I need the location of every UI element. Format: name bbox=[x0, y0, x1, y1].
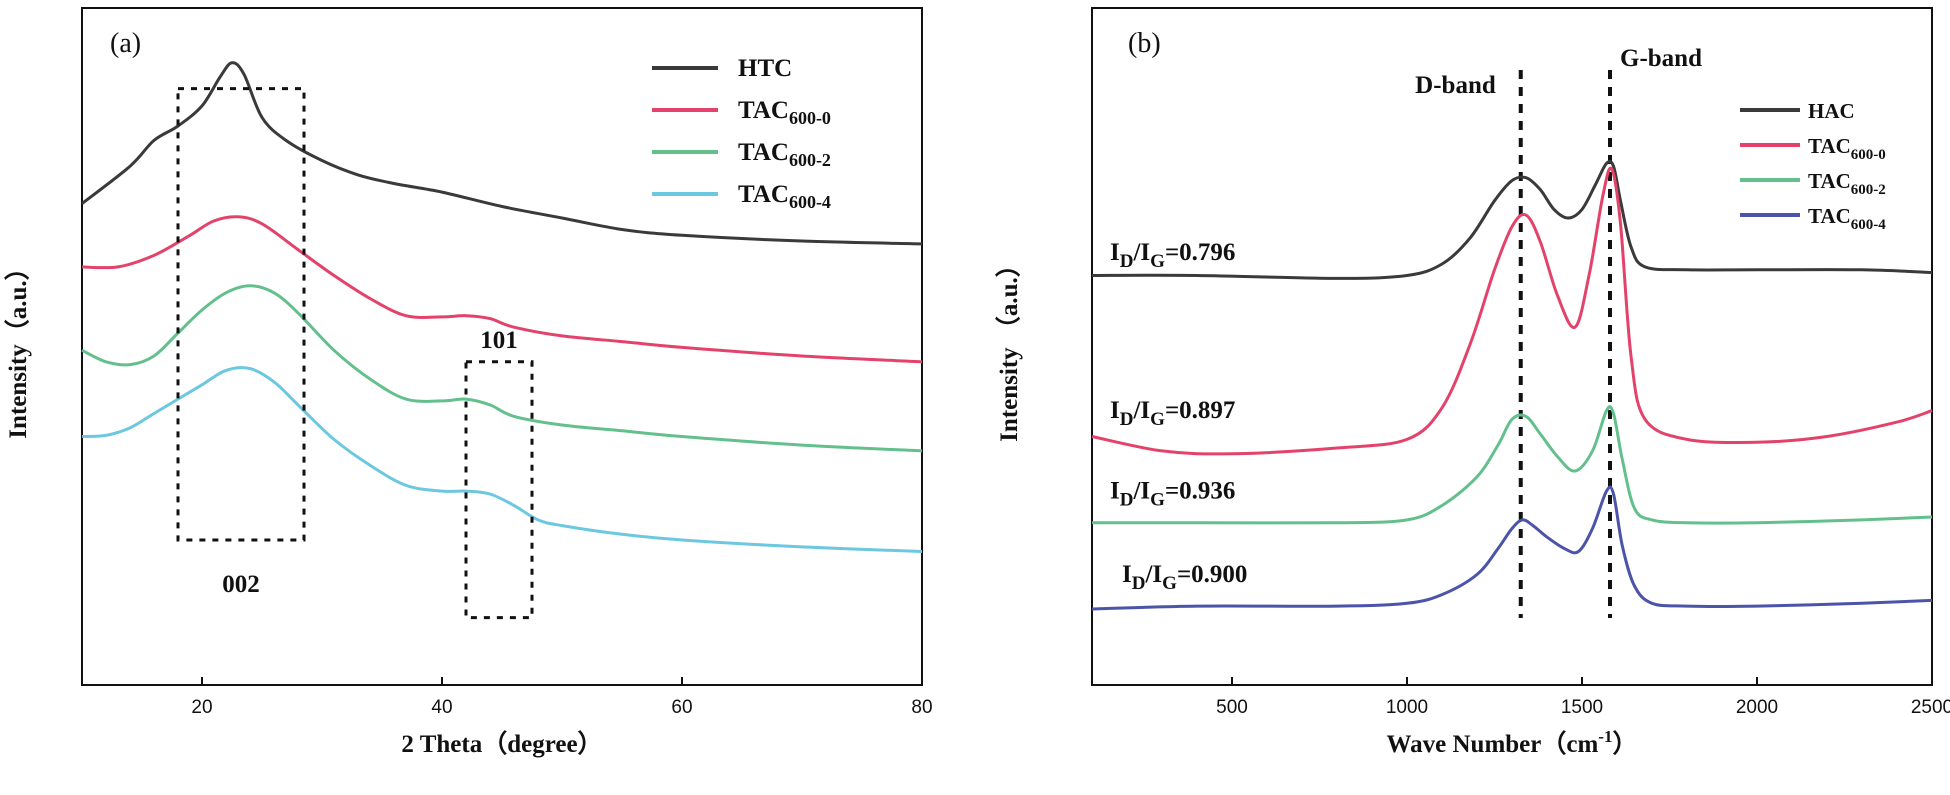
x-tick-label: 2000 bbox=[1736, 697, 1778, 718]
peak-label-101: 101 bbox=[480, 327, 518, 354]
x-tick-label: 60 bbox=[671, 697, 692, 718]
ratio-part: D bbox=[1120, 251, 1134, 272]
ratio-part: G bbox=[1150, 251, 1165, 272]
x-tick-label: 40 bbox=[431, 697, 452, 718]
panel-a-frame bbox=[81, 7, 923, 686]
legend-label-sub: 600-0 bbox=[1851, 147, 1886, 163]
legend-label-main: TAC bbox=[1808, 134, 1851, 158]
ratio-part: =0.900 bbox=[1177, 561, 1248, 588]
series-line-tac600-0 bbox=[1091, 166, 1933, 456]
panel-b-series bbox=[1091, 159, 1933, 611]
ratio-part: I bbox=[1110, 239, 1120, 266]
peak-box-002 bbox=[176, 87, 306, 542]
legend-label-tac600-2: TAC600-2 bbox=[1808, 169, 1886, 198]
legend-label-sub: 600-4 bbox=[789, 192, 831, 212]
legend-label-sub: 600-0 bbox=[789, 108, 831, 128]
panel-b-y-axis-title: Intensity （a.u.） bbox=[994, 252, 1023, 442]
legend-label-hac: HAC bbox=[1808, 99, 1855, 123]
intensity-ratio-label: ID/IG=0.897 bbox=[1110, 397, 1235, 430]
intensity-ratio-label: ID/IG=0.936 bbox=[1110, 477, 1235, 510]
series-line-tac600-4 bbox=[81, 366, 923, 553]
legend-label-main: TAC bbox=[738, 139, 789, 166]
band-label-d-band: D-band bbox=[1415, 72, 1496, 99]
legend-label-main: HAC bbox=[1808, 99, 1855, 123]
ratio-part: G bbox=[1150, 489, 1165, 510]
intensity-ratio-label: ID/IG=0.796 bbox=[1110, 239, 1235, 272]
series-line-tac600-0 bbox=[81, 215, 923, 364]
x-tick-label: 2500 bbox=[1911, 697, 1950, 718]
ratio-part: I bbox=[1110, 477, 1120, 504]
ratio-part: /I bbox=[1132, 477, 1150, 504]
panel-a-y-axis-title: Intensity（a.u.） bbox=[3, 255, 32, 438]
x-tick-label: 80 bbox=[911, 697, 932, 718]
ratio-part: G bbox=[1162, 573, 1177, 594]
ratio-part: D bbox=[1120, 409, 1134, 430]
ratio-part: /I bbox=[1132, 397, 1150, 424]
panel-a-series bbox=[81, 61, 923, 553]
ratio-part: D bbox=[1120, 489, 1134, 510]
series-line-hac bbox=[1091, 159, 1933, 280]
panel-b-intensity-ratios: ID/IG=0.796ID/IG=0.897ID/IG=0.936ID/IG=0… bbox=[1110, 239, 1247, 594]
ratio-part: =0.897 bbox=[1165, 397, 1236, 424]
ratio-part: =0.936 bbox=[1165, 477, 1236, 504]
panel-b-label: (b) bbox=[1128, 28, 1161, 59]
band-label-g-band: G-band bbox=[1620, 45, 1702, 72]
series-line-tac600-4 bbox=[1091, 485, 1933, 611]
series-line-tac600-2 bbox=[81, 284, 923, 453]
ratio-part: I bbox=[1110, 397, 1120, 424]
legend-label-main: TAC bbox=[1808, 169, 1851, 193]
legend-label-sub: 600-4 bbox=[1851, 217, 1886, 233]
panel-b-band-lines: D-band G-band bbox=[1415, 45, 1702, 618]
legend-label-main: TAC bbox=[738, 97, 789, 124]
panel-b-frame bbox=[1091, 7, 1933, 686]
peak-box-101 bbox=[464, 360, 534, 620]
peak-label-002: 002 bbox=[222, 571, 260, 598]
x-tick-label: 1000 bbox=[1386, 697, 1428, 718]
x-tick-label: 500 bbox=[1216, 697, 1248, 718]
panel-b-x-axis-title-end: ） bbox=[1612, 729, 1637, 758]
panel-a-x-ticks: 20 40 60 80 bbox=[191, 677, 933, 718]
ratio-part: D bbox=[1132, 573, 1146, 594]
panel-b-x-axis-title-main: Wave Number（cm bbox=[1387, 729, 1599, 758]
legend-label-main: TAC bbox=[738, 181, 789, 208]
ratio-part: I bbox=[1122, 561, 1132, 588]
legend-label-main: TAC bbox=[1808, 204, 1851, 228]
ratio-part: =0.796 bbox=[1165, 239, 1236, 266]
panel-a-x-axis-title: 2 Theta（degree） bbox=[401, 729, 602, 758]
intensity-ratio-label: ID/IG=0.900 bbox=[1122, 561, 1247, 594]
legend-label-main: HTC bbox=[738, 55, 792, 82]
panel-b-x-axis-title: Wave Number（cm-1） bbox=[1387, 727, 1638, 758]
legend-label-tac600-2: TAC600-2 bbox=[738, 139, 831, 170]
ratio-part: G bbox=[1150, 409, 1165, 430]
legend-label-tac600-0: TAC600-0 bbox=[738, 97, 831, 128]
panel-b-x-axis-title-sup: -1 bbox=[1598, 727, 1612, 746]
legend-label-tac600-0: TAC600-0 bbox=[1808, 134, 1886, 163]
panel-b-x-ticks: 500 1000 1500 2000 2500 bbox=[1216, 677, 1950, 718]
ratio-part: /I bbox=[1132, 239, 1150, 266]
legend-label-tac600-4: TAC600-4 bbox=[1808, 204, 1886, 233]
series-line-htc bbox=[81, 61, 923, 246]
legend-label-htc: HTC bbox=[738, 55, 792, 82]
ratio-part: /I bbox=[1144, 561, 1162, 588]
legend-label-tac600-4: TAC600-4 bbox=[738, 181, 831, 212]
x-tick-label: 1500 bbox=[1561, 697, 1603, 718]
legend-label-sub: 600-2 bbox=[789, 150, 831, 170]
x-tick-label: 20 bbox=[191, 697, 212, 718]
panel-a-label: (a) bbox=[110, 28, 141, 59]
series-line-tac600-2 bbox=[1092, 405, 1933, 525]
legend-label-sub: 600-2 bbox=[1851, 182, 1886, 198]
panel-a-peak-boxes: 002 101 bbox=[176, 87, 534, 620]
